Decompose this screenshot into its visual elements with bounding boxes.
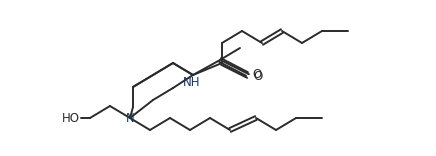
Text: NH: NH bbox=[183, 76, 201, 88]
Text: HO: HO bbox=[62, 112, 80, 125]
Text: O: O bbox=[252, 68, 262, 81]
Text: O: O bbox=[253, 70, 262, 83]
Text: N: N bbox=[126, 112, 134, 125]
